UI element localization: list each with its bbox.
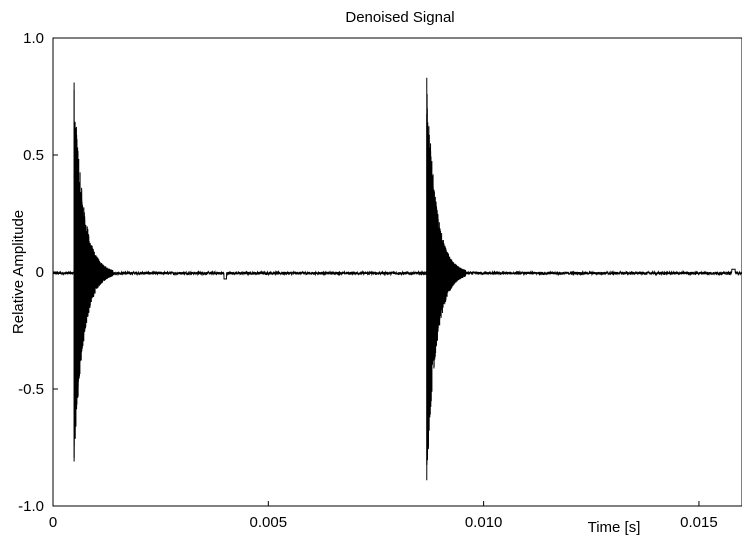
x-axis-ticks: 0 0.005 0.010 0.015 [49, 501, 718, 531]
x-tick-label: 0.010 [465, 514, 503, 531]
y-axis-ticks: 1.0 0.5 0 -0.5 -1.0 [18, 30, 58, 515]
y-tick-label: -1.0 [18, 498, 44, 515]
y-axis-label: Relative Amplitude [10, 210, 27, 334]
signal-baseline-trace [52, 268, 742, 280]
y-tick-label: 0.5 [23, 147, 44, 164]
burst-oscillation [73, 90, 114, 458]
signal-burst-1 [73, 82, 114, 462]
x-tick-label: 0 [49, 514, 57, 531]
x-tick-label: 0.005 [250, 514, 288, 531]
signal-burst-2 [426, 77, 467, 481]
y-tick-label: -0.5 [18, 381, 44, 398]
y-tick-label: 1.0 [23, 30, 44, 47]
series-group [52, 77, 742, 481]
burst-oscillation [426, 93, 467, 465]
y-tick-label: 0 [36, 264, 44, 281]
x-tick-label: 0.015 [680, 514, 718, 531]
chart-title: Denoised Signal [345, 9, 454, 26]
x-axis-label: Time [s] [588, 519, 641, 536]
